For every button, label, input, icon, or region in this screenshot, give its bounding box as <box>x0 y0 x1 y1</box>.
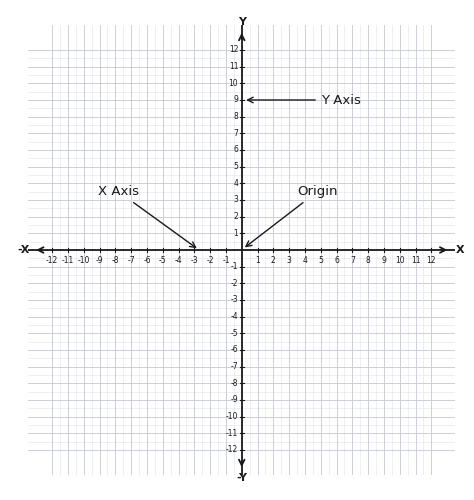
Text: -6: -6 <box>143 256 151 265</box>
Text: 10: 10 <box>395 256 404 265</box>
Text: Y: Y <box>238 16 246 26</box>
Text: 4: 4 <box>233 179 238 188</box>
Text: -3: -3 <box>191 256 198 265</box>
Text: 9: 9 <box>233 96 238 104</box>
Text: -9: -9 <box>96 256 103 265</box>
Text: 5: 5 <box>319 256 323 265</box>
Text: -5: -5 <box>231 329 238 338</box>
Text: 7: 7 <box>350 256 355 265</box>
Text: 2: 2 <box>271 256 276 265</box>
Text: Origin: Origin <box>246 185 337 246</box>
Text: -Y: -Y <box>236 474 247 484</box>
Text: 11: 11 <box>411 256 420 265</box>
Text: 6: 6 <box>334 256 339 265</box>
Text: -10: -10 <box>78 256 90 265</box>
Text: 8: 8 <box>366 256 371 265</box>
Text: -9: -9 <box>231 396 238 404</box>
Text: 3: 3 <box>287 256 292 265</box>
Text: 1: 1 <box>255 256 260 265</box>
Text: -10: -10 <box>226 412 238 421</box>
Text: -4: -4 <box>175 256 182 265</box>
Text: -11: -11 <box>226 429 238 438</box>
Text: 1: 1 <box>234 229 238 238</box>
Text: -1: -1 <box>231 262 238 271</box>
Text: -8: -8 <box>111 256 119 265</box>
Text: -7: -7 <box>231 362 238 371</box>
Text: -3: -3 <box>231 296 238 304</box>
Text: 6: 6 <box>233 146 238 154</box>
Text: -2: -2 <box>231 279 238 288</box>
Text: Y Axis: Y Axis <box>247 94 361 106</box>
Text: 12: 12 <box>427 256 436 265</box>
Text: 9: 9 <box>382 256 386 265</box>
Text: -2: -2 <box>206 256 214 265</box>
Text: 12: 12 <box>229 46 238 54</box>
Text: 10: 10 <box>228 79 238 88</box>
Text: -4: -4 <box>231 312 238 321</box>
Text: -12: -12 <box>46 256 58 265</box>
Text: 2: 2 <box>234 212 238 221</box>
Text: 7: 7 <box>233 129 238 138</box>
Text: X Axis: X Axis <box>98 185 196 248</box>
Text: 5: 5 <box>233 162 238 171</box>
Text: 3: 3 <box>233 196 238 204</box>
Text: X: X <box>456 245 464 255</box>
Text: -6: -6 <box>231 346 238 354</box>
Text: 4: 4 <box>302 256 307 265</box>
Text: 11: 11 <box>229 62 238 71</box>
Text: -1: -1 <box>222 256 230 265</box>
Text: -12: -12 <box>226 446 238 454</box>
Text: -11: -11 <box>62 256 74 265</box>
Text: 8: 8 <box>234 112 238 121</box>
Text: -8: -8 <box>231 379 238 388</box>
Text: -X: -X <box>18 245 30 255</box>
Text: -5: -5 <box>159 256 166 265</box>
Text: -7: -7 <box>128 256 135 265</box>
